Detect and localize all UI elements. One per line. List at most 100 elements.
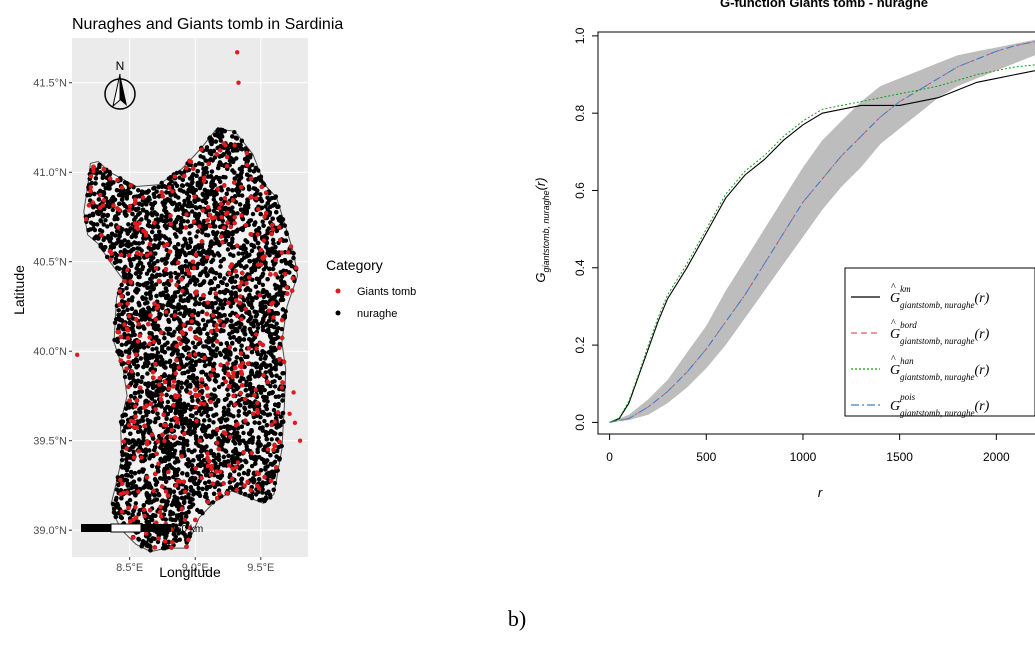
- nuraghe-point: [274, 321, 279, 326]
- nuraghe-point: [181, 445, 186, 450]
- nuraghe-point: [105, 224, 110, 229]
- nuraghe-point: [149, 211, 154, 216]
- nuraghe-point: [218, 329, 223, 334]
- nuraghe-point: [279, 326, 284, 332]
- nuraghe-point: [124, 286, 129, 291]
- nuraghe-point: [140, 240, 145, 245]
- nuraghe-point: [236, 409, 241, 414]
- nuraghe-point: [228, 304, 233, 309]
- nuraghe-point: [187, 231, 192, 236]
- nuraghe-point: [155, 465, 160, 470]
- nuraghe-point: [235, 211, 240, 216]
- nuraghe-point: [221, 367, 226, 373]
- nuraghe-point: [196, 485, 201, 491]
- nuraghe-point: [274, 448, 280, 454]
- nuraghe-point: [267, 266, 272, 272]
- nuraghe-point: [107, 169, 112, 175]
- nuraghe-point: [112, 320, 118, 325]
- nuraghe-point: [146, 425, 152, 430]
- nuraghe-point: [145, 300, 150, 305]
- nuraghe-point: [196, 213, 201, 218]
- nuraghe-point: [205, 319, 211, 324]
- nuraghe-point: [218, 196, 224, 202]
- nuraghe-point: [97, 162, 102, 168]
- nuraghe-point: [188, 498, 193, 504]
- nuraghe-point: [211, 309, 217, 314]
- nuraghe-point: [178, 435, 183, 441]
- nuraghe-point: [117, 201, 122, 206]
- nuraghe-point: [155, 539, 161, 545]
- nuraghe-point: [261, 267, 267, 272]
- nuraghe-point: [212, 286, 217, 292]
- nuraghe-point: [211, 491, 217, 496]
- nuraghe-point: [171, 317, 177, 322]
- nuraghe-point: [119, 282, 124, 288]
- nuraghe-point: [103, 218, 108, 223]
- nuraghe-point: [168, 408, 173, 413]
- nuraghe-point: [235, 182, 240, 187]
- nuraghe-point: [164, 247, 169, 253]
- nuraghe-point: [93, 181, 98, 186]
- nuraghe-point: [210, 257, 216, 263]
- nuraghe-point: [214, 347, 219, 352]
- nuraghe-point: [158, 531, 163, 536]
- nuraghe-point: [201, 155, 206, 160]
- nuraghe-point: [230, 340, 235, 346]
- nuraghe-point: [216, 306, 221, 311]
- nuraghe-point: [249, 463, 255, 469]
- nuraghe-point: [147, 448, 152, 453]
- nuraghe-point: [184, 388, 189, 393]
- nuraghe-point: [206, 479, 212, 484]
- nuraghe-point: [228, 143, 234, 148]
- nuraghe-point: [194, 375, 200, 381]
- nuraghe-point: [202, 463, 207, 468]
- nuraghe-point: [263, 304, 268, 310]
- nuraghe-point: [253, 314, 259, 319]
- nuraghe-point: [203, 323, 209, 328]
- nuraghe-point: [272, 384, 278, 389]
- nuraghe-point: [137, 407, 142, 412]
- nuraghe-point: [144, 291, 149, 296]
- nuraghe-point: [105, 199, 110, 205]
- nuraghe-point: [243, 250, 249, 255]
- nuraghe-point: [230, 205, 235, 210]
- nuraghe-point: [164, 416, 169, 421]
- nuraghe-point: [272, 481, 278, 486]
- nuraghe-point: [185, 182, 190, 187]
- nuraghe-point: [222, 301, 227, 307]
- nuraghe-point: [136, 188, 141, 193]
- nuraghe-point: [191, 172, 196, 177]
- nuraghe-point: [176, 272, 181, 277]
- nuraghe-point: [255, 325, 261, 331]
- nuraghe-point: [272, 337, 277, 342]
- nuraghe-point: [187, 250, 192, 256]
- nuraghe-point: [185, 442, 190, 448]
- nuraghe-point: [136, 512, 141, 517]
- nuraghe-point: [144, 271, 150, 276]
- nuraghe-point: [268, 345, 274, 350]
- nuraghe-point: [127, 497, 133, 503]
- nuraghe-point: [145, 371, 150, 376]
- nuraghe-point: [128, 261, 134, 267]
- nuraghe-point: [178, 294, 183, 299]
- nuraghe-point: [188, 432, 193, 437]
- nuraghe-point: [229, 366, 234, 372]
- nuraghe-point: [178, 311, 183, 316]
- nuraghe-point: [168, 364, 174, 369]
- nuraghe-point: [253, 186, 258, 191]
- nuraghe-point: [211, 420, 216, 425]
- nuraghe-point: [241, 243, 246, 248]
- nuraghe-point: [237, 287, 242, 293]
- nuraghe-point: [200, 198, 205, 204]
- nuraghe-point: [228, 400, 233, 405]
- nuraghe-point: [161, 290, 166, 295]
- nuraghe-point: [189, 449, 195, 455]
- nuraghe-point: [179, 361, 184, 366]
- nuraghe-point: [203, 266, 208, 271]
- nuraghe-point: [122, 374, 128, 380]
- nuraghe-point: [265, 277, 270, 282]
- nuraghe-point: [278, 414, 284, 419]
- nuraghe-point: [218, 352, 224, 357]
- nuraghe-point: [183, 307, 189, 312]
- nuraghe-point: [227, 216, 232, 221]
